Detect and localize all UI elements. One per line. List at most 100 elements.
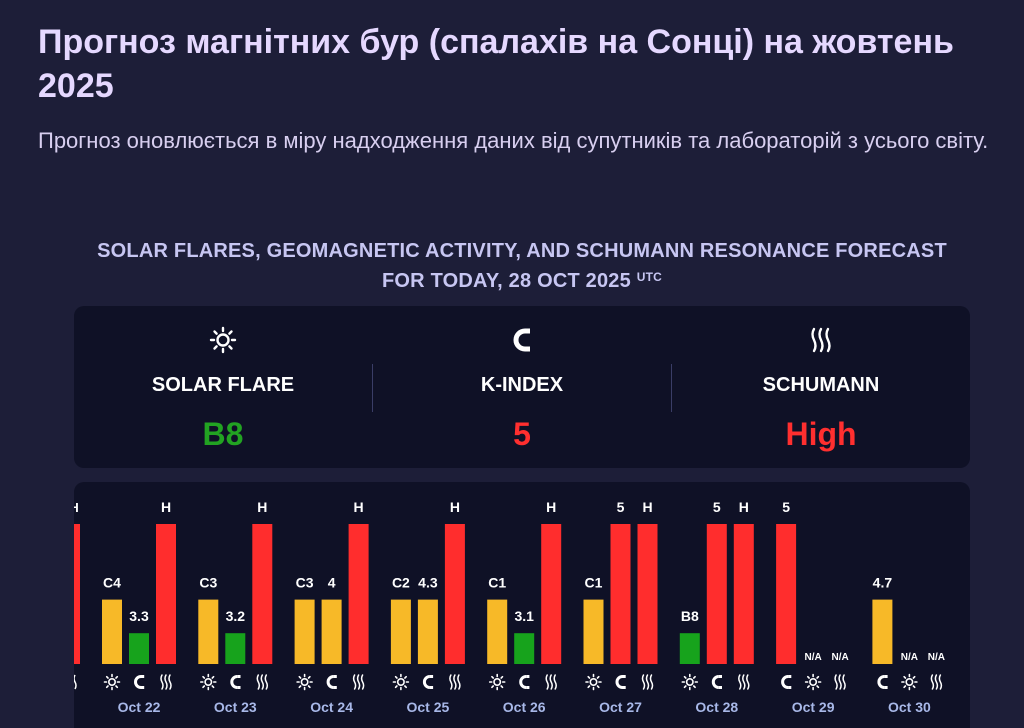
waves-icon [545,674,557,690]
date-label: Oct 23 [214,699,257,715]
bar-solar-flare [102,599,122,664]
bar-label-schumann: H [450,499,460,515]
bar-label-schumann: H [642,499,652,515]
date-label: Oct 26 [503,699,546,715]
bar-label-k-index: 4.7 [873,575,893,591]
bar-label-solar-flare: C1 [585,575,603,591]
bar-solar-flare [294,599,315,664]
today-summary-panel: SOLAR FLARE B8 K-INDEX 5 [74,306,970,468]
waves-icon [672,326,970,354]
schumann-label: SCHUMANN [762,374,880,396]
bar-schumann [444,524,465,664]
timezone-label: UTC [636,270,662,284]
bar-label-solar-flare-na: N/A [804,652,821,663]
magnet-icon [615,675,626,689]
bar-label-k-index: 3.2 [226,608,246,624]
bar-label-schumann-na: N/A [928,652,945,663]
forecast-chart-svg: H C4 3.3 H Oct 22 C3 3.2 H Oct 23 C3 4 H Oct 24 C2 4.3… [74,499,945,715]
date-label: Oct 29 [792,699,835,715]
sun-icon [681,673,699,691]
bar-schumann [733,524,754,664]
bar-label-k-index: 4.3 [418,575,438,591]
bar-schumann [541,524,562,664]
sun-icon [488,673,506,691]
magnet-icon [134,675,145,689]
k-index-value: 5 [513,416,531,452]
bar-k-index [872,599,893,664]
forecast-headline: SOLAR FLARES, GEOMAGNETIC ACTIVITY, AND … [80,236,964,296]
bar-label-solar-flare: C4 [103,575,121,591]
k-index-label: K-INDEX [480,374,564,396]
bar-label-schumann: H [354,499,364,515]
date-label: Oct 24 [310,699,353,715]
sun-icon [901,673,918,691]
magnet-icon [519,675,530,689]
bar-label-partial: H [74,500,79,515]
bar-k-index [610,524,631,664]
bar-solar-flare [583,599,604,664]
date-label: Oct 30 [888,699,931,715]
bar-label-k-index: 3.3 [129,608,149,624]
bar-k-index [417,599,438,664]
sun-icon [804,673,822,691]
bar-schumann [637,524,658,664]
waves-icon [641,674,654,690]
date-label: Oct 22 [118,699,161,715]
waves-icon [930,674,943,690]
bar-k-index [514,633,535,664]
magnet-icon [373,326,671,354]
magnet-icon [877,675,888,689]
bar-schumann-partial [74,524,80,664]
magnet-icon [230,675,241,689]
bar-label-schumann: H [739,499,749,515]
magnet-icon [781,675,792,689]
date-label: Oct 27 [599,699,642,715]
solar-flare-label: SOLAR FLARE [151,374,295,396]
bar-solar-flare [487,599,508,664]
waves-icon [834,674,846,690]
bar-label-solar-flare: C2 [392,575,410,591]
sun-icon [200,673,217,691]
summary-solar-flare: SOLAR FLARE B8 [74,306,372,468]
summary-divider [372,364,373,412]
bar-k-index [321,599,342,664]
bar-label-schumann-na: N/A [831,652,848,663]
magnet-icon [422,675,434,689]
sun-icon [585,673,602,691]
waves-icon [74,674,77,690]
forecast-chart: H C4 3.3 H Oct 22 C3 3.2 H Oct 23 C3 4 H Oct 24 C2 4.3… [74,482,970,728]
waves-icon [449,674,461,690]
bar-solar-flare [390,599,411,664]
bar-label-k-index: 5 [713,499,721,515]
magnet-icon [711,675,722,689]
bar-schumann [156,524,176,664]
bar-label-k-index: 3.1 [514,608,534,624]
date-label: Oct 28 [695,699,738,715]
bar-solar-flare [679,633,700,664]
page-title: Прогноз магнітних бур (спалахів на Сонці… [38,23,954,105]
date-label: Oct 25 [406,699,449,715]
waves-icon [256,674,269,690]
bar-label-k-index: 5 [617,499,625,515]
sun-icon [392,673,410,691]
solar-flare-value: B8 [202,416,244,452]
waves-icon [738,674,750,690]
page-subtitle: Прогноз оновлюється в міру надходження д… [38,128,989,153]
sun-icon [296,673,313,691]
bar-label-solar-flare: C3 [199,575,217,591]
bar-k-index [776,524,797,664]
bar-solar-flare [198,599,219,664]
magnet-icon [326,675,337,689]
waves-icon [352,674,365,690]
summary-divider [671,364,672,412]
summary-schumann: SCHUMANN High [672,306,970,468]
bar-k-index [129,633,149,664]
sun-icon [74,326,372,354]
waves-icon [160,674,172,690]
bar-label-solar-flare: B8 [681,608,699,624]
bar-label-k-index: 5 [782,499,790,515]
bar-schumann [348,524,369,664]
bar-k-index [225,633,246,664]
bar-label-schumann: H [257,499,267,515]
